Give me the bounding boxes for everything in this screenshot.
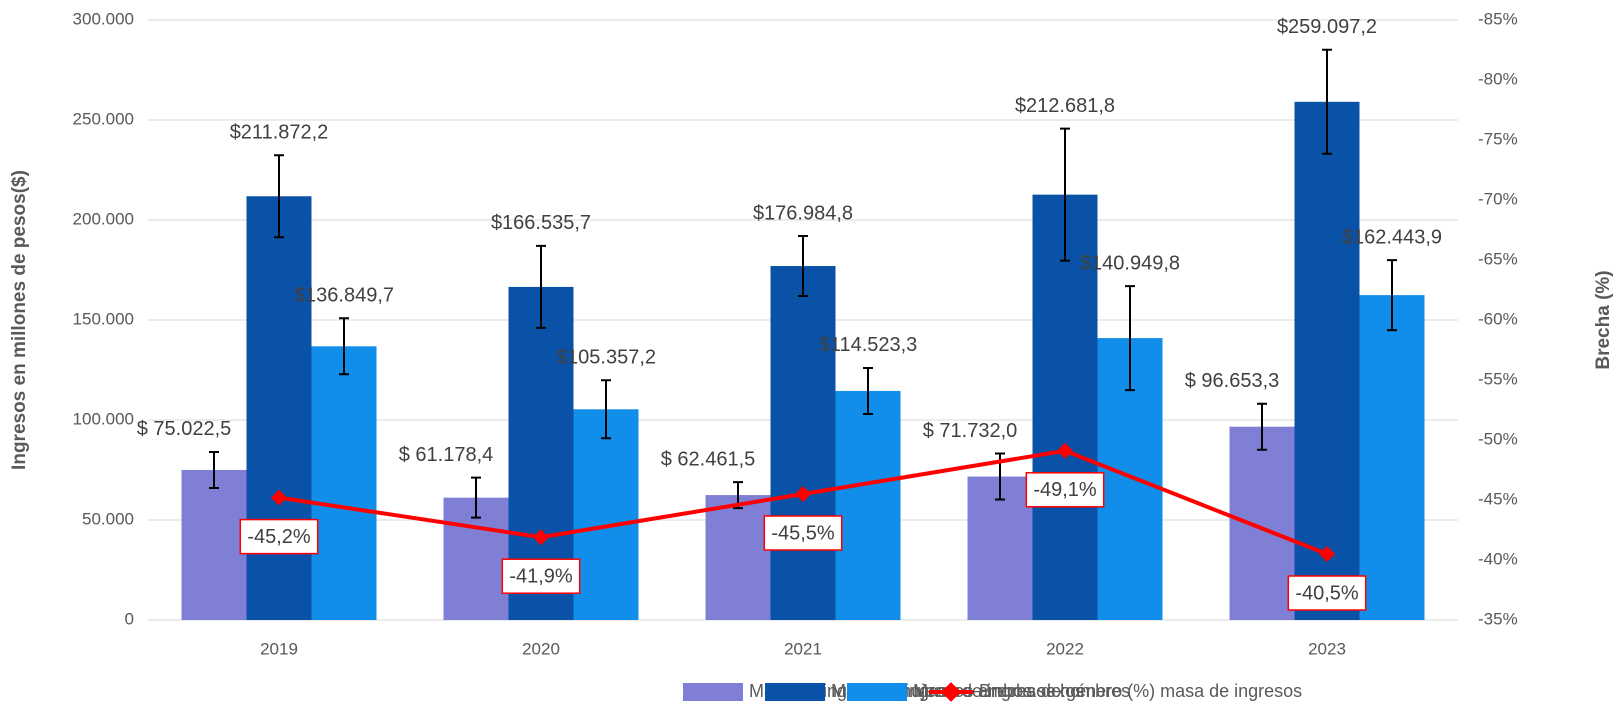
data-label: -45,2% (247, 526, 311, 548)
data-label-box (1287, 575, 1367, 611)
error-bar (1322, 48, 1332, 155)
data-label: $114.523,3 (819, 334, 918, 356)
error-bar (601, 379, 611, 440)
y2-tick-label: -50% (1478, 429, 1518, 448)
legend-label: Brecha de género (%) masa de ingresos (979, 681, 1302, 701)
y-tick-label: 50.000 (82, 509, 134, 528)
y2-tick-label: -75% (1478, 129, 1518, 148)
data-label: $105.357,2 (556, 347, 656, 369)
bar (1032, 194, 1098, 620)
legend-symbol (929, 682, 973, 702)
data-label: $ 75.022,5 (137, 418, 232, 440)
bar (181, 469, 247, 620)
data-label: $212.681,8 (1015, 95, 1115, 117)
error-bar (1060, 127, 1070, 262)
data-label: $162.443,9 (1342, 226, 1442, 248)
data-label: $ 62.461,5 (661, 448, 756, 470)
data-label: $259.097,2 (1277, 16, 1377, 38)
line-marker (1319, 546, 1335, 562)
data-label-box (501, 558, 581, 594)
x-tick-label: 2022 (1046, 639, 1084, 658)
error-bar (1125, 285, 1135, 392)
data-label-box (763, 515, 843, 551)
y2-tick-label: -45% (1478, 489, 1518, 508)
legend-symbol (683, 683, 743, 701)
data-label: $211.872,2 (230, 122, 329, 144)
data-label: -45,5% (771, 522, 835, 544)
data-label: $ 96.653,3 (1185, 370, 1280, 392)
error-bar (339, 317, 349, 376)
data-label: $ 71.732,0 (923, 420, 1018, 442)
y2-tick-label: -80% (1478, 69, 1518, 88)
bar (246, 196, 312, 620)
y-tick-label: 0 (125, 609, 134, 628)
error-bar (798, 235, 808, 298)
data-label: $176.984,8 (753, 202, 853, 224)
error-bar (274, 154, 284, 239)
y-tick-label: 250.000 (73, 109, 134, 128)
y-tick-label: 200.000 (73, 209, 134, 228)
bar (705, 495, 771, 620)
legend-label: Masa de ingresos hombres (913, 681, 1130, 701)
bar (1229, 426, 1295, 620)
data-label: -41,9% (509, 565, 573, 587)
line-marker (1057, 442, 1073, 459)
bar (835, 390, 901, 620)
y-axis-title: Ingresos en millones de pesos($) (9, 170, 30, 470)
x-tick-label: 2023 (1308, 639, 1346, 658)
data-label: $136.849,7 (294, 285, 394, 307)
error-bar (209, 450, 219, 489)
y-tick-label: 300.000 (73, 9, 134, 28)
bar (1359, 295, 1425, 620)
y2-axis-title: Brecha (%) (1593, 270, 1614, 369)
legend-symbol (765, 683, 825, 701)
legend: Masa de ingresos mujeresMasa de ingresos… (683, 681, 1302, 702)
error-bar (1257, 402, 1267, 451)
x-tick-label: 2021 (784, 639, 822, 658)
bar (1294, 101, 1360, 620)
data-label: -49,1% (1033, 479, 1097, 501)
x-tick-label: 2020 (522, 639, 560, 658)
error-bar (536, 244, 546, 329)
y2-tick-label: -65% (1478, 249, 1518, 268)
legend-symbol (847, 683, 907, 701)
error-bar (471, 476, 481, 519)
bar (770, 266, 836, 620)
line-marker (795, 486, 811, 502)
bar (311, 346, 377, 620)
line-marker (533, 529, 549, 546)
y-tick-label: 150.000 (73, 309, 134, 328)
y2-tick-label: -40% (1478, 549, 1518, 568)
data-label: $166.535,7 (491, 212, 591, 234)
data-label: $140.949,8 (1080, 252, 1180, 274)
data-label: $ 61.178,4 (399, 444, 494, 466)
y2-tick-label: -55% (1478, 369, 1518, 388)
y2-tick-label: -85% (1478, 9, 1518, 28)
y2-tick-label: -35% (1478, 609, 1518, 628)
error-bar (1387, 259, 1397, 332)
data-label-box (1025, 472, 1105, 508)
y2-tick-label: -60% (1478, 309, 1518, 328)
bar (573, 409, 639, 620)
data-label: -40,5% (1295, 582, 1359, 604)
error-bar (863, 366, 873, 415)
line-marker (271, 489, 287, 506)
y-tick-label: 100.000 (73, 409, 134, 428)
x-tick-label: 2019 (260, 639, 298, 658)
y2-tick-label: -70% (1478, 189, 1518, 208)
data-label-box (239, 518, 319, 555)
